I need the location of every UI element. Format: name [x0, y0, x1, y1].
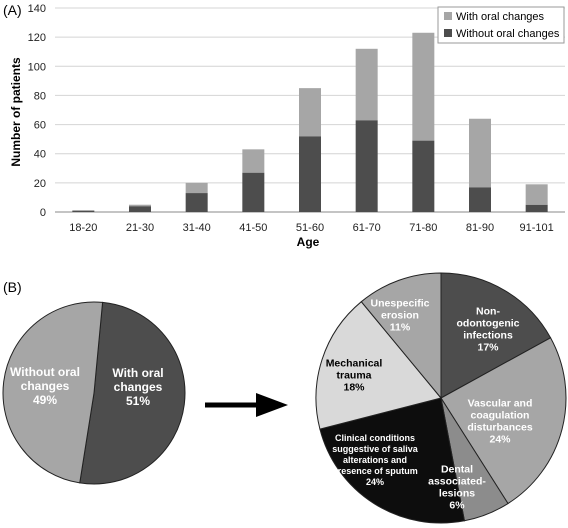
x-tick-label: 91-101 [520, 222, 554, 234]
panel-a-label: (A) [3, 2, 22, 18]
pie-slice [315, 300, 442, 430]
x-tick-label: 81-90 [466, 222, 494, 234]
y-tick-label: 0 [40, 207, 46, 219]
bar-with-oral-changes [299, 88, 321, 137]
bar-with-oral-changes [525, 184, 548, 205]
bar-without-oral-changes [129, 206, 151, 212]
y-tick-label: 120 [28, 32, 46, 44]
x-tick-label: 21-30 [126, 222, 154, 234]
pie-slice [440, 337, 567, 505]
arrow [205, 393, 288, 417]
x-tick-label: 51-60 [296, 222, 324, 234]
y-axis-ticks: 0 20 40 60 80 100 120 140 [28, 3, 46, 219]
pie-slice [440, 272, 552, 399]
legend-swatch-with-oral-changes [444, 12, 452, 20]
slice-label: Without oral changes 49% [10, 365, 80, 407]
arrow-head [256, 393, 288, 417]
x-tick-label: 31-40 [183, 222, 211, 234]
bar-with-oral-changes [129, 204, 151, 207]
x-axis-title: Age [297, 235, 320, 249]
bar-without-oral-changes [72, 210, 95, 212]
y-axis-title: Number of patients [9, 57, 23, 167]
bar-without-oral-changes [299, 136, 321, 212]
bar-with-oral-changes [242, 149, 265, 173]
bar-without-oral-changes [525, 204, 548, 212]
pie-chart-oral-changes: With oral changes 51% Without oral changes 49… [2, 301, 186, 485]
pie-slice [2, 301, 104, 484]
y-tick-label: 80 [34, 90, 46, 102]
x-tick-label: 41-50 [239, 222, 267, 234]
y-tick-label: 140 [28, 3, 46, 15]
bar-chart: 0 20 40 60 80 100 120 140 18-20 21-30 31-40 41-50 5… [9, 3, 565, 249]
bar-without-oral-changes [412, 140, 435, 212]
bar-without-oral-changes [469, 187, 491, 212]
legend: With oral changes Without oral changes [437, 6, 565, 44]
pie-slice [79, 301, 186, 485]
y-tick-label: 60 [34, 120, 46, 132]
slice-label: Mechanical trauma 18% [326, 358, 383, 394]
bar-with-oral-changes [355, 48, 378, 121]
legend-box [437, 6, 565, 44]
y-tick-label: 100 [28, 61, 46, 73]
x-axis-ticks: 18-20 21-30 31-40 41-50 51-60 61-70 71-80 81-90… [69, 222, 554, 234]
legend-label-with-oral-changes: With oral changes [456, 11, 545, 23]
bar-with-oral-changes [469, 118, 491, 188]
y-tick-label: 20 [34, 178, 46, 190]
bar-without-oral-changes [242, 172, 265, 212]
bar-without-oral-changes [185, 193, 208, 212]
pie-slice [360, 272, 442, 400]
slice-label: Unespecific erosion 11% [371, 298, 430, 334]
x-tick-label: 61-70 [353, 222, 381, 234]
x-tick-label: 18-20 [69, 222, 97, 234]
slice-label: Clinical conditions suggestive of saliva a… [332, 433, 419, 487]
legend-label-without-oral-changes: Without oral changes [456, 28, 560, 40]
slice-label: Vascular and coagulation disturbances 24% [467, 398, 533, 446]
legend-swatch-without-oral-changes [444, 29, 452, 37]
slice-label: Non-odontogenic infections 17% [457, 306, 520, 354]
x-tick-label: 71-80 [409, 222, 437, 234]
pie-slice [319, 397, 466, 524]
bar-without-oral-changes [355, 120, 378, 212]
pie-chart-oral-change-types: Non-odontogenic infections 17% Vascular and… [315, 272, 567, 524]
panel-b-label: (B) [3, 279, 22, 295]
slice-label: Dental associated-lesions 6% [428, 464, 486, 512]
slice-label: With oral changes 51% [112, 366, 163, 408]
y-tick-label: 40 [34, 149, 46, 161]
bars [72, 32, 548, 212]
bar-with-oral-changes [412, 32, 435, 141]
bar-with-oral-changes [185, 182, 208, 194]
